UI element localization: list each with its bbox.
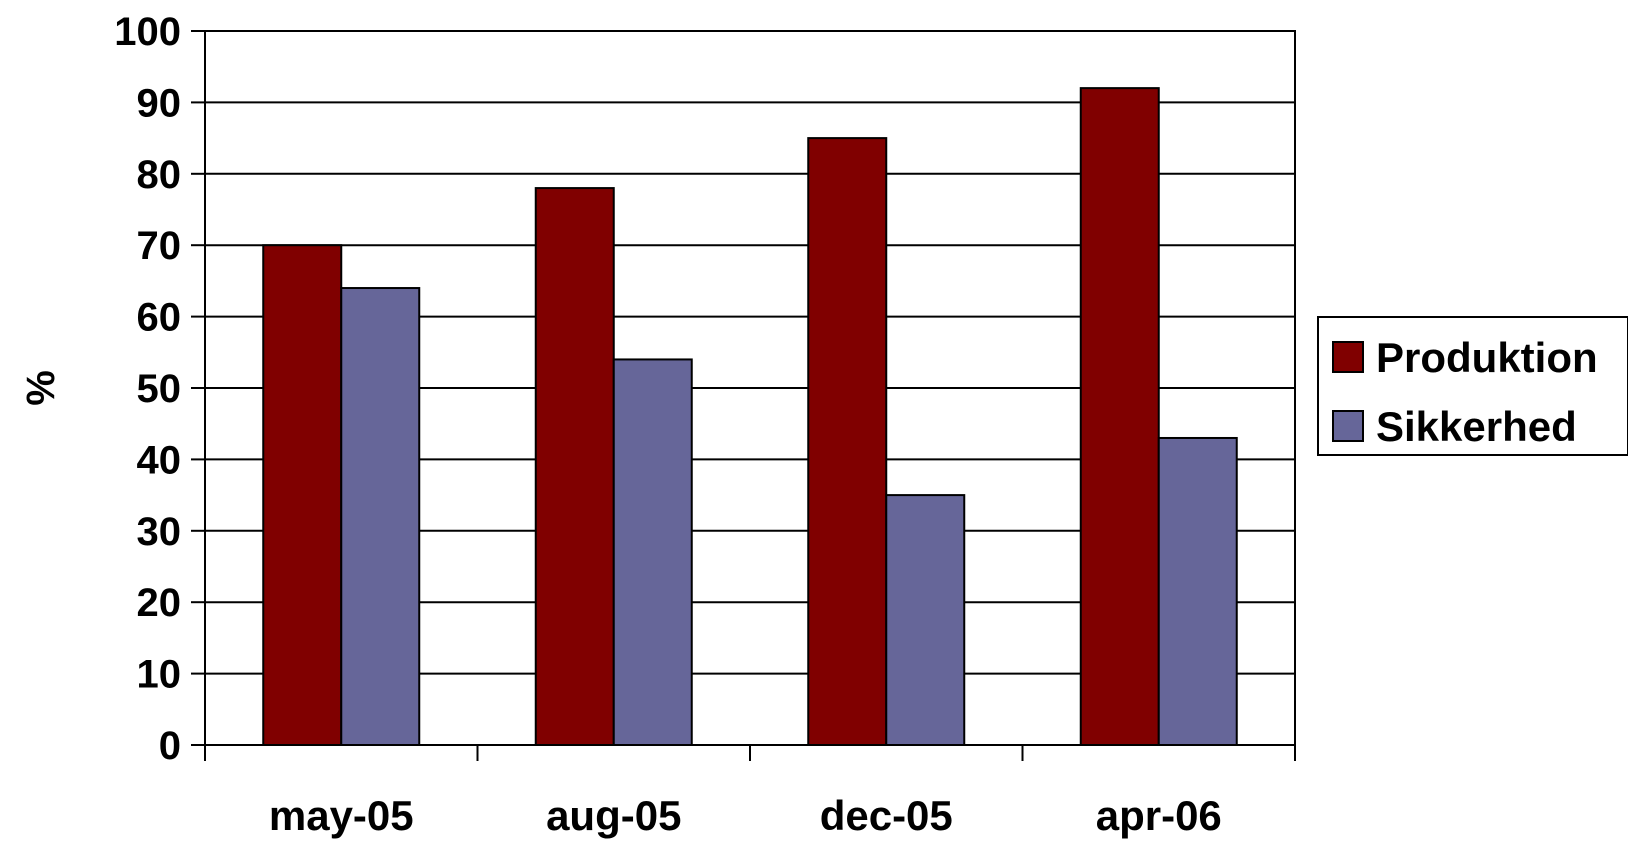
x-category-label: may-05 [269,792,414,839]
y-axis-title: % [19,370,63,406]
bar-sikkerhed-apr-06 [1157,436,1238,746]
y-tick-label: 20 [137,581,182,625]
y-tick-label: 80 [137,153,182,197]
y-tick-label: 70 [137,224,182,268]
y-tick-label: 100 [114,10,181,54]
bar-produktion-aug-05 [534,187,615,746]
y-tick-label: 10 [137,653,182,697]
y-tick-label: 30 [137,510,182,554]
legend-box [1317,316,1628,456]
bar-produktion-apr-06 [1079,87,1160,747]
y-tick-label: 50 [137,367,182,411]
y-tick-labels: 0 10 20 30 40 50 60 70 80 90 100 [114,10,181,768]
bar-sikkerhed-may-05 [340,287,421,746]
bars [262,87,1238,747]
y-tick-label: 0 [159,724,181,768]
legend-label: Produktion [1376,334,1598,381]
bar-sikkerhed-aug-05 [612,358,693,746]
y-tick-label: 40 [137,438,182,482]
legend: Produktion Sikkerhed [1317,316,1628,456]
y-tick-label: 90 [137,81,182,125]
bar-sikkerhed-dec-05 [885,494,966,746]
bar-produktion-dec-05 [807,137,888,747]
legend-swatch [1332,410,1364,442]
x-category-label: aug-05 [546,792,681,839]
x-category-labels: may-05 aug-05 dec-05 apr-06 [269,792,1222,839]
axes [191,30,1296,761]
legend-swatch [1332,341,1364,373]
legend-label: Sikkerhed [1376,403,1577,450]
y-tick-label: 60 [137,296,182,340]
bar-produktion-may-05 [262,244,343,746]
x-category-label: apr-06 [1096,792,1222,839]
x-category-label: dec-05 [820,792,953,839]
